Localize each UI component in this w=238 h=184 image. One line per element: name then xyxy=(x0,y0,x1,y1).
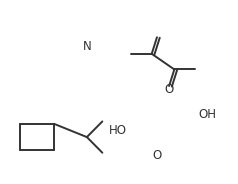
Text: O: O xyxy=(152,148,162,162)
Text: HO: HO xyxy=(109,124,127,137)
Text: N: N xyxy=(83,40,91,53)
Text: O: O xyxy=(164,83,174,96)
Text: OH: OH xyxy=(199,108,217,121)
